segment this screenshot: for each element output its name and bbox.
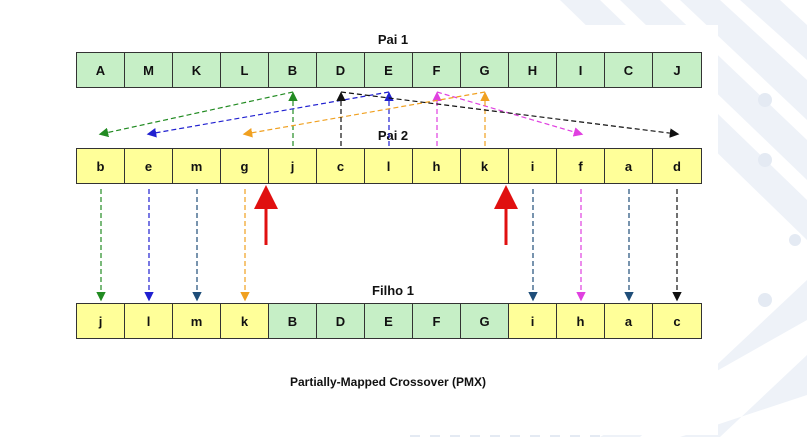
mapping-arrow-1 <box>146 91 390 138</box>
child-gene-8: G <box>461 304 509 338</box>
parent2-gene-3: g <box>221 149 269 183</box>
parent2-gene-12: d <box>653 149 701 183</box>
parent1-gene-4: B <box>269 53 317 87</box>
parent2-gene-9: i <box>509 149 557 183</box>
parent2-gene-1: e <box>125 149 173 183</box>
parent1-gene-11: C <box>605 53 653 87</box>
parent1-gene-6: E <box>365 53 413 87</box>
child-gene-3: k <box>221 304 269 338</box>
child-gene-12: c <box>653 304 701 338</box>
parent1-gene-5: D <box>317 53 365 87</box>
child-gene-7: F <box>413 304 461 338</box>
parent1-gene-1: M <box>125 53 173 87</box>
parent1-gene-3: L <box>221 53 269 87</box>
parent2-gene-10: f <box>557 149 605 183</box>
child-title: Filho 1 <box>372 283 414 298</box>
diagram-caption: Partially-Mapped Crossover (PMX) <box>289 375 487 389</box>
mapping-arrow-3 <box>242 91 486 138</box>
child-gene-9: i <box>509 304 557 338</box>
parent2-gene-11: a <box>605 149 653 183</box>
parent1-gene-8: G <box>461 53 509 87</box>
parent1-gene-0: A <box>77 53 125 87</box>
child-gene-0: j <box>77 304 125 338</box>
parent2-gene-4: j <box>269 149 317 183</box>
parent2-gene-6: l <box>365 149 413 183</box>
arrows-layer <box>96 91 682 302</box>
child-gene-11: a <box>605 304 653 338</box>
child-gene-10: h <box>557 304 605 338</box>
child-gene-6: E <box>365 304 413 338</box>
parent1-gene-7: F <box>413 53 461 87</box>
child-gene-5: D <box>317 304 365 338</box>
mapping-arrow-0 <box>98 91 294 138</box>
parent1-title: Pai 1 <box>377 32 409 47</box>
parent2-gene-7: h <box>413 149 461 183</box>
parent2-gene-8: k <box>461 149 509 183</box>
child-gene-2: m <box>173 304 221 338</box>
mapping-arrow-4 <box>340 91 680 138</box>
child-gene-1: l <box>125 304 173 338</box>
parent1-gene-10: I <box>557 53 605 87</box>
parent2-gene-0: b <box>77 149 125 183</box>
child-gene-4: B <box>269 304 317 338</box>
parent2-title: Pai 2 <box>377 128 409 143</box>
parent2-gene-5: c <box>317 149 365 183</box>
parent1-gene-9: H <box>509 53 557 87</box>
parent1-gene-12: J <box>653 53 701 87</box>
parent2-gene-2: m <box>173 149 221 183</box>
parent1-gene-2: K <box>173 53 221 87</box>
